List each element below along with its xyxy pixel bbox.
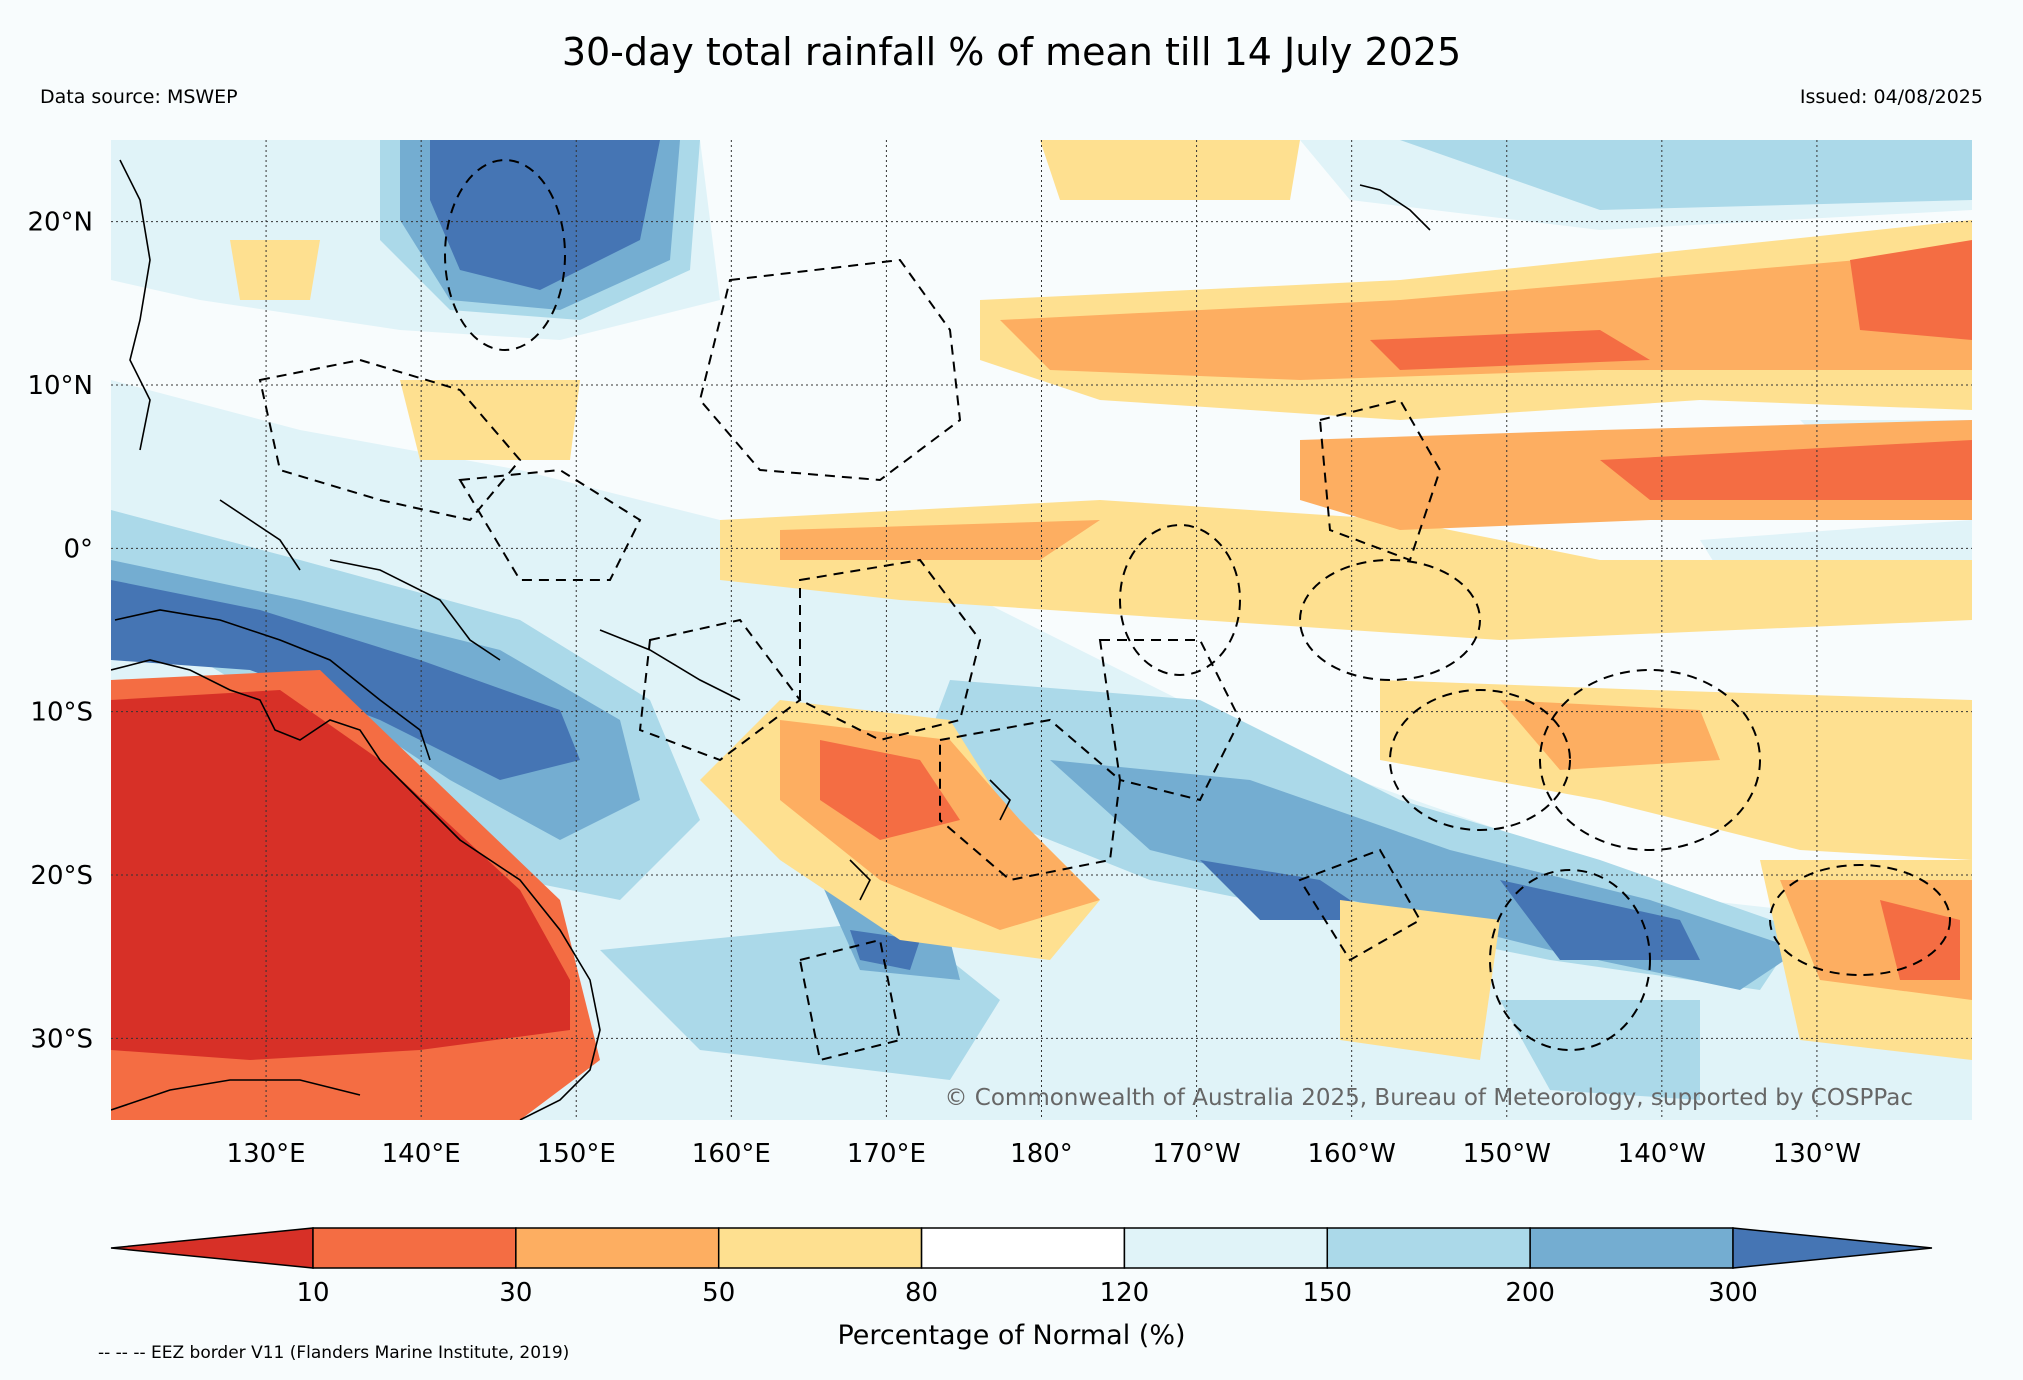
colorbar-segment — [920, 1227, 1126, 1269]
lon-tick-label: 130°E — [227, 1139, 306, 1169]
colorbar-tick-label: 50 — [702, 1278, 735, 1308]
lat-tick-label: 20°N — [27, 208, 93, 238]
lon-tick-label: 150°W — [1463, 1139, 1551, 1169]
colorbar-segment — [312, 1227, 517, 1269]
colorbar-label: Percentage of Normal (%) — [837, 1320, 1186, 1351]
colorbar-tick-label: 30 — [499, 1278, 532, 1308]
colorbar-tick-label: 120 — [1100, 1278, 1150, 1308]
graticule — [111, 140, 1972, 1120]
lon-tick-label: 140°W — [1618, 1139, 1706, 1169]
colorbar-tick-label: 80 — [905, 1278, 938, 1308]
lon-tick-label: 180° — [1010, 1139, 1073, 1169]
colorbar-tick-label: 200 — [1505, 1278, 1555, 1308]
colorbar-tick-label: 300 — [1708, 1278, 1758, 1308]
eez-footnote: -- -- -- EEZ border V11 (Flanders Marine… — [98, 1343, 570, 1363]
longitude-labels: 130°E 140°E 150°E 160°E 170°E 180° 170°W 160°W 1… — [227, 1139, 1862, 1169]
colorbar-extend-low — [110, 1227, 314, 1269]
lon-tick-label: 160°E — [692, 1139, 771, 1169]
coastlines — [111, 159, 1431, 1120]
lon-tick-label: 130°W — [1773, 1139, 1861, 1169]
colorbar-segment — [1529, 1227, 1734, 1269]
copyright-text: © Commonwealth of Australia 2025, Bureau… — [944, 1085, 1913, 1111]
latitude-labels: 20°N 10°N 0° 10°S 20°S 30°S — [27, 208, 93, 1055]
chart-title: 30-day total rainfall % of mean till 14 … — [561, 30, 1462, 74]
lat-tick-label: 10°S — [30, 698, 93, 728]
lat-tick-label: 20°S — [30, 861, 93, 891]
lat-tick-label: 10°N — [27, 371, 93, 401]
lon-tick-label: 150°E — [537, 1139, 616, 1169]
lon-tick-label: 140°E — [382, 1139, 461, 1169]
rainfall-field — [111, 140, 1972, 1120]
colorbar-segment — [515, 1227, 720, 1269]
colorbar-segment — [1123, 1227, 1329, 1269]
colorbar-segment — [717, 1227, 923, 1269]
data-source-label: Data source: MSWEP — [40, 86, 238, 108]
lon-tick-label: 170°E — [847, 1139, 926, 1169]
colorbar-extend-high — [1732, 1227, 1933, 1269]
colorbar-tick-label: 10 — [296, 1278, 329, 1308]
lon-tick-label: 160°W — [1307, 1139, 1395, 1169]
lon-tick-label: 170°W — [1152, 1139, 1240, 1169]
colorbar-tick-label: 150 — [1302, 1278, 1352, 1308]
lat-tick-label: 0° — [63, 534, 93, 564]
eez-borders — [258, 159, 1951, 1062]
colorbar: 10 30 50 80 120 150 200 300 — [110, 1227, 1933, 1308]
issued-date-label: Issued: 04/08/2025 — [1799, 86, 1983, 108]
lat-tick-label: 30°S — [30, 1024, 93, 1054]
colorbar-segment — [1326, 1227, 1531, 1269]
